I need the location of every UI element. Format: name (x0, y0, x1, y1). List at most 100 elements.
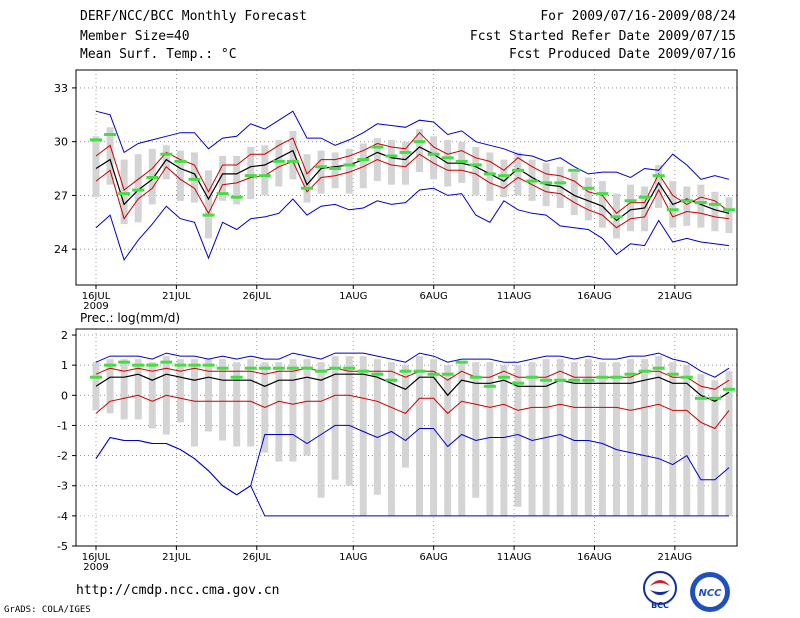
temp-median-mark (146, 176, 159, 179)
prec-spread-box (416, 356, 424, 516)
prec-plot-frame (75, 328, 738, 547)
prec-median-mark (146, 363, 159, 367)
temp-ytick-label: 27 (54, 189, 68, 202)
temp-median-mark (469, 163, 482, 167)
prec-spread-box (669, 362, 677, 516)
temp-spread-box (275, 139, 283, 187)
prec-median-mark (343, 366, 356, 370)
prec-spread-box (598, 362, 606, 516)
prec-median-mark (526, 375, 539, 379)
temp-lower-line (95, 153, 730, 229)
prec-spread-box (275, 362, 283, 462)
prec-median-mark (708, 396, 721, 400)
temp-xtick-label: 6AUG (420, 291, 448, 302)
prec-spread-box (219, 359, 227, 441)
prec-spread-box (106, 359, 114, 414)
prec-spread-box (444, 365, 452, 516)
temp-spread-box (134, 154, 142, 223)
prec-lower-line (95, 394, 730, 430)
temp-spread-box (359, 143, 367, 189)
prec-median-mark (357, 369, 370, 373)
temp-spread-box (106, 127, 114, 185)
temp-median-mark (652, 174, 665, 178)
temp-median-mark (118, 192, 131, 196)
prec-ytick-label: 1 (61, 359, 68, 372)
temp-spread-box (120, 159, 128, 225)
temp-spread-box (472, 147, 480, 196)
temp-spread-box (92, 136, 100, 198)
temp-median-mark (90, 138, 102, 142)
prec-spread-box (697, 374, 705, 516)
temp-median-mark (216, 192, 229, 196)
temp-median-mark (188, 177, 201, 181)
prec-median-mark (413, 369, 426, 373)
temp-spread-box (514, 152, 522, 196)
temp-median-mark (624, 199, 637, 203)
prec-median-mark (554, 378, 567, 382)
temp-plot-frame (75, 69, 738, 286)
temp-spread-box (317, 150, 325, 194)
temp-xtick-label: 16AUG (577, 291, 612, 302)
prec-min-line (95, 436, 729, 517)
prec-median-mark (469, 375, 482, 379)
temp-spread-box (570, 172, 578, 216)
temp-spread-box (725, 197, 733, 234)
temp-median-mark (244, 174, 257, 178)
prec-xtick-label: 1AUG (339, 552, 367, 563)
prec-spread-box (233, 362, 241, 447)
prec-spread-box (627, 359, 635, 516)
temp-ytick-label: 33 (54, 82, 68, 95)
prec-lower_envelope-line (95, 424, 730, 496)
ncc-logo-icon: NCC (690, 572, 730, 612)
temp-spread-box (401, 141, 409, 185)
prec-spread-box (345, 356, 353, 486)
prec-spread-box (711, 380, 719, 516)
temp-median-mark (554, 181, 567, 185)
prec-median-mark (723, 387, 735, 391)
temp-ytick-label: 24 (54, 243, 68, 256)
temp-median-mark (357, 158, 370, 162)
temp-spread-box (345, 148, 353, 194)
prec-xtick-label: 21AUG (658, 552, 693, 563)
prec-median-mark (497, 375, 510, 379)
source-url-link[interactable]: http://cmdp.ncc.cma.gov.cn (76, 583, 280, 598)
temp-spread-box (556, 166, 564, 208)
prec-spread-box (303, 359, 311, 456)
prec-xtick-sublabel: 2009 (83, 562, 108, 573)
prec-median-mark (286, 366, 299, 370)
temp-xtick-label: 1AUG (339, 291, 367, 302)
temp-median-mark (399, 150, 412, 154)
temp-mean-line (95, 146, 730, 222)
prec-median-mark (258, 366, 271, 370)
prec-median-mark (610, 375, 623, 379)
prec-spread-box (317, 362, 325, 498)
prec-ytick-label: -2 (57, 450, 68, 463)
prec-xtick-label: 16JUL (82, 552, 111, 563)
prec-ytick-label: -5 (57, 540, 68, 553)
temp-spread-box (486, 152, 494, 201)
prec-spread-box (359, 356, 367, 516)
temp-median-mark (582, 186, 595, 190)
prec-median-mark (638, 369, 651, 373)
temp-median-mark (497, 174, 510, 178)
prec-median-mark (666, 372, 679, 376)
temp-spread-box (261, 145, 269, 196)
prec-median-mark (202, 363, 215, 367)
temp-median-mark (455, 159, 468, 163)
prec-median-mark (188, 363, 201, 367)
temp-spread-box (303, 154, 311, 203)
prec-ytick-label: -3 (57, 480, 68, 493)
temp-median-mark (174, 159, 187, 163)
prec-xtick-label: 6AUG (420, 552, 448, 563)
temp-spread-box (711, 191, 719, 232)
fcst-started-date: Fcst Started Refer Date 2009/07/15 (469, 29, 736, 44)
prec-median-mark (244, 366, 257, 370)
prec-spread-box (289, 359, 297, 462)
prec-spread-box (190, 359, 198, 447)
prec-xtick-label: 16AUG (577, 552, 612, 563)
temp-median-mark (483, 172, 496, 176)
prec-spread-box (472, 362, 480, 498)
temp-xtick-label: 16JUL (82, 291, 111, 302)
temp-spread-box (331, 152, 339, 189)
